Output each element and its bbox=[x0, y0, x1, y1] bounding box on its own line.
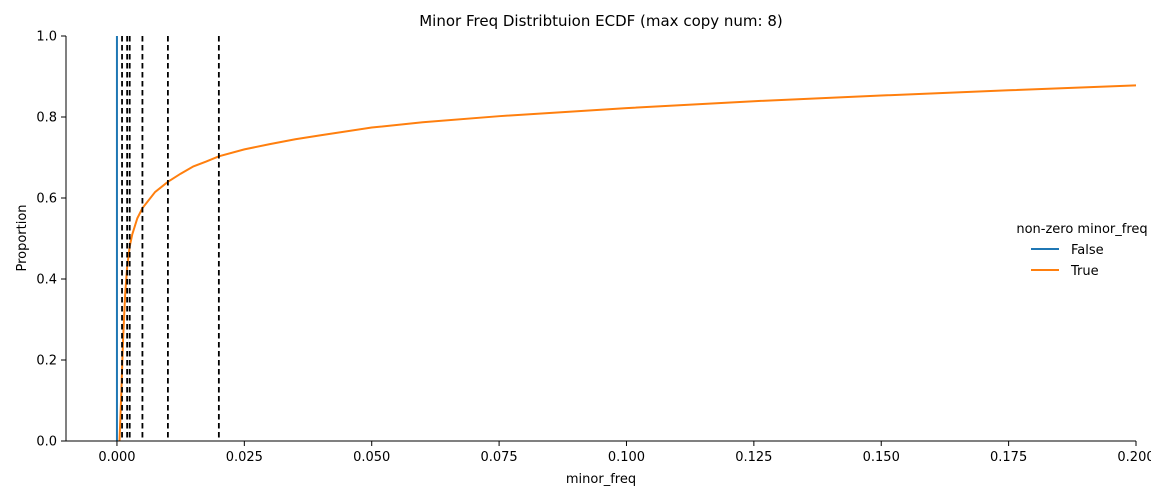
y-tick-label: 1.0 bbox=[36, 30, 57, 45]
x-tick-label: 0.125 bbox=[735, 450, 772, 465]
x-axis: 0.000 0.025 0.050 0.075 0.100 0.125 0.150 0.175… bbox=[66, 440, 1151, 465]
y-tick-label: 0.4 bbox=[36, 273, 57, 288]
x-tick-label: 0.000 bbox=[98, 450, 135, 465]
plot-area bbox=[115, 36, 1137, 442]
x-tick-label: 0.150 bbox=[863, 450, 900, 465]
y-tick-label: 0.6 bbox=[36, 192, 57, 207]
x-tick-label: 0.175 bbox=[990, 450, 1027, 465]
legend-title: non-zero minor_freq bbox=[1016, 222, 1147, 237]
legend: non-zero minor_freq False True bbox=[1016, 222, 1147, 279]
series-line-true bbox=[118, 84, 1137, 442]
y-tick-label: 0.2 bbox=[36, 354, 57, 369]
y-axis: 0.0 0.2 0.4 0.6 0.8 1.0 bbox=[36, 30, 67, 450]
x-axis-label: minor_freq bbox=[566, 472, 636, 487]
legend-label-false: False bbox=[1071, 243, 1104, 258]
x-tick-label: 0.025 bbox=[226, 450, 263, 465]
x-tick-label: 0.050 bbox=[353, 450, 390, 465]
x-tick-label: 0.100 bbox=[608, 450, 645, 465]
x-tick-label: 0.200 bbox=[1117, 450, 1151, 465]
y-axis-label: Proportion bbox=[15, 204, 30, 271]
x-tick-label: 0.075 bbox=[480, 450, 517, 465]
chart-title: Minor Freq Distribtuion ECDF (max copy n… bbox=[419, 12, 783, 30]
legend-label-true: True bbox=[1070, 264, 1099, 279]
y-tick-label: 0.0 bbox=[36, 435, 57, 450]
y-tick-label: 0.8 bbox=[36, 111, 57, 126]
